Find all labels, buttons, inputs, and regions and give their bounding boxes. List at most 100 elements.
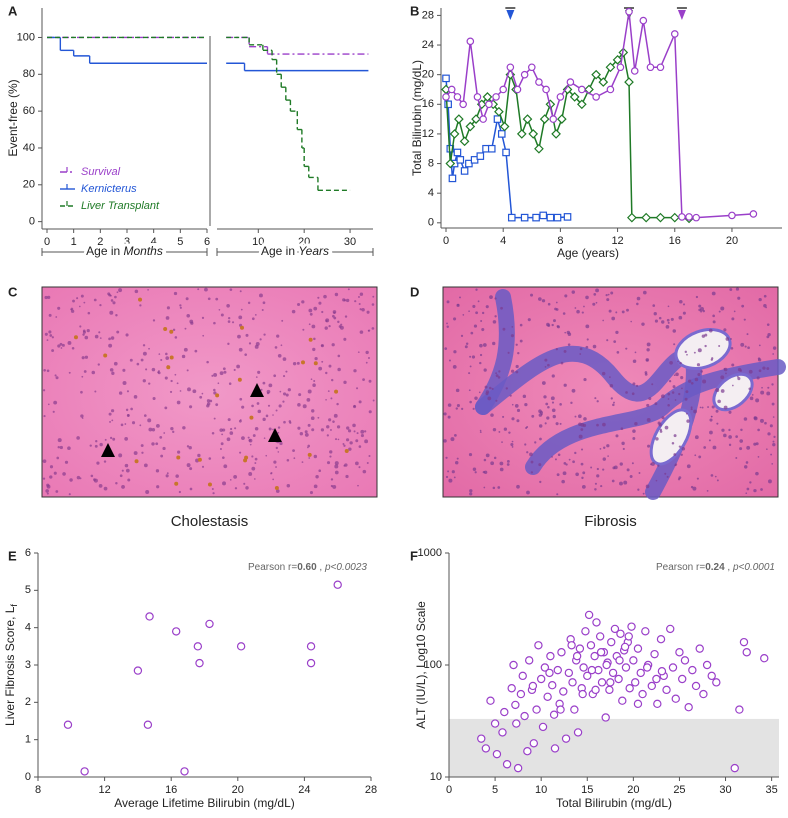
nucleus xyxy=(514,404,519,408)
bile-plug xyxy=(215,393,220,398)
nucleus xyxy=(281,319,284,322)
nucleus xyxy=(371,303,375,306)
nucleus xyxy=(749,396,754,401)
y-tick-label: 1000 xyxy=(418,547,442,559)
nucleus xyxy=(697,348,702,353)
nucleus xyxy=(282,357,287,361)
nucleus xyxy=(49,465,54,469)
nucleus xyxy=(176,382,179,385)
nucleus xyxy=(596,400,599,403)
marker xyxy=(459,100,467,109)
nucleus xyxy=(48,330,52,334)
nucleus xyxy=(455,460,459,465)
marker xyxy=(453,93,462,101)
nucleus xyxy=(636,302,639,306)
marker xyxy=(511,700,520,710)
nucleus xyxy=(757,428,760,432)
marker xyxy=(546,213,555,222)
nucleus xyxy=(296,361,300,365)
nucleus xyxy=(254,426,259,431)
nucleus xyxy=(519,323,523,327)
nucleus xyxy=(581,485,586,489)
nucleus xyxy=(206,360,209,364)
nucleus xyxy=(446,325,449,329)
marker xyxy=(629,656,638,665)
marker xyxy=(524,656,534,665)
nucleus xyxy=(766,448,768,450)
nucleus xyxy=(497,486,501,489)
nucleus xyxy=(229,427,233,431)
nucleus xyxy=(564,294,568,298)
nucleus xyxy=(457,303,460,306)
nucleus xyxy=(372,399,375,402)
nucleus xyxy=(46,484,51,489)
nucleus xyxy=(162,446,166,451)
nucleus xyxy=(718,310,721,313)
nucleus xyxy=(451,470,455,474)
nucleus xyxy=(207,297,211,301)
nucleus xyxy=(356,387,359,390)
nucleus xyxy=(555,422,559,426)
nucleus xyxy=(166,306,170,310)
nucleus xyxy=(257,409,262,414)
legend-label: Kernicterus xyxy=(81,183,137,195)
nucleus xyxy=(80,390,83,394)
nucleus xyxy=(505,387,508,390)
marker xyxy=(584,610,594,620)
nucleus xyxy=(285,393,289,397)
nucleus xyxy=(159,436,163,439)
marker xyxy=(171,627,181,636)
nucleus xyxy=(517,351,520,355)
nucleus xyxy=(672,385,676,389)
nucleus xyxy=(140,444,144,448)
nucleus xyxy=(318,469,322,473)
nucleus xyxy=(325,398,327,401)
marker xyxy=(569,92,580,102)
marker xyxy=(615,656,624,665)
nucleus xyxy=(547,324,551,327)
marker xyxy=(712,678,721,687)
nucleus xyxy=(317,416,320,419)
nucleus xyxy=(127,414,130,417)
nucleus xyxy=(635,384,639,387)
nucleus xyxy=(356,432,359,435)
nucleus xyxy=(632,359,637,364)
marker xyxy=(684,702,693,712)
nucleus xyxy=(723,405,728,410)
nucleus xyxy=(122,381,127,386)
nucleus xyxy=(277,353,282,358)
nucleus xyxy=(551,323,554,327)
nucleus xyxy=(681,446,686,451)
y-tick-label: 4 xyxy=(428,187,434,199)
marker xyxy=(520,70,529,79)
nucleus xyxy=(583,377,587,382)
marker xyxy=(534,143,544,154)
nucleus xyxy=(255,341,260,346)
nucleus xyxy=(749,481,752,484)
y-tick-label: 80 xyxy=(23,68,35,80)
y-tick-label: 60 xyxy=(23,105,35,117)
nucleus xyxy=(313,337,316,341)
y-tick-label: 20 xyxy=(23,179,35,191)
nucleus xyxy=(131,421,136,425)
nucleus xyxy=(626,468,630,472)
caption: Fibrosis xyxy=(584,513,637,530)
nucleus xyxy=(254,313,257,316)
nucleus xyxy=(593,293,597,296)
nucleus xyxy=(328,418,332,422)
marker xyxy=(548,681,557,690)
marker xyxy=(579,663,588,672)
nucleus xyxy=(511,446,514,448)
nucleus xyxy=(186,313,191,318)
nucleus xyxy=(670,317,674,321)
marker xyxy=(576,99,587,110)
nucleus xyxy=(229,288,233,291)
nucleus xyxy=(696,363,701,367)
nucleus xyxy=(326,461,331,465)
nucleus xyxy=(172,430,175,434)
legend-label: Survival xyxy=(81,166,121,178)
nucleus xyxy=(239,419,242,421)
nucleus xyxy=(83,370,87,373)
annotation-part: p<0.0023 xyxy=(324,562,367,573)
y-tick-label: 2 xyxy=(25,696,31,708)
